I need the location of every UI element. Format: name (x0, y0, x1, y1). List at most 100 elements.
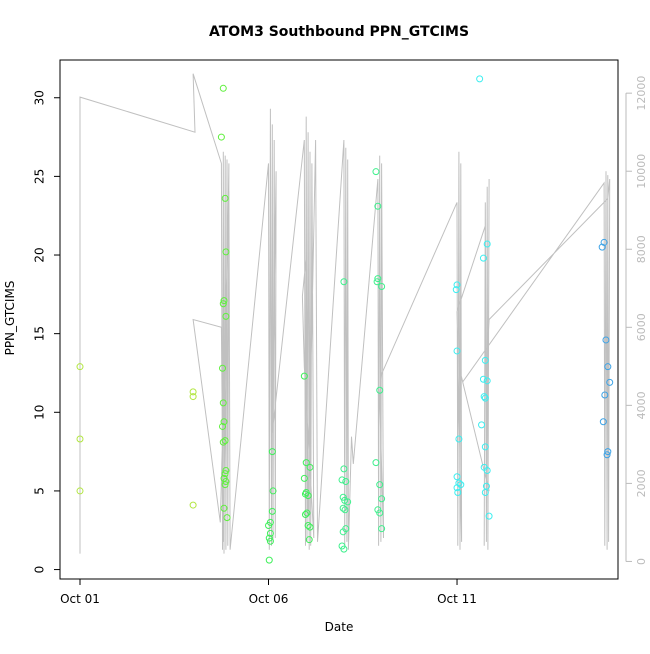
data-point (76, 435, 84, 443)
y2-tick-label: 12000 (635, 76, 648, 111)
data-point (221, 470, 229, 478)
data-point (479, 375, 487, 383)
data-point (305, 536, 313, 544)
data-point (339, 528, 347, 536)
trace-line (79, 73, 611, 554)
data-point (455, 435, 463, 443)
data-point (266, 537, 274, 545)
data-point (604, 448, 612, 456)
data-point (373, 278, 381, 286)
data-point (341, 506, 349, 514)
data-point (223, 514, 231, 522)
data-point (453, 281, 461, 289)
data-point (221, 194, 229, 202)
data-point (338, 476, 346, 484)
data-point (376, 386, 384, 394)
y2-tick-label: 2000 (635, 469, 648, 497)
data-point (599, 418, 607, 426)
data-point (265, 522, 273, 530)
y-tick-label: 0 (33, 566, 47, 574)
data-point (344, 498, 352, 506)
data-point (454, 489, 462, 496)
data-point (303, 509, 311, 517)
data-point (306, 523, 314, 531)
data-point (306, 463, 314, 471)
y-axis-label: PPN_GTCIMS (3, 281, 17, 356)
data-point (302, 459, 310, 467)
y-tick-label: 25 (33, 169, 47, 184)
data-point (304, 522, 312, 530)
data-point (452, 286, 460, 294)
data-point (481, 356, 489, 364)
y-tick-label: 5 (33, 487, 47, 495)
data-point (481, 443, 489, 451)
data-point (455, 479, 463, 487)
data-point (219, 364, 227, 372)
x-tick-label: Oct 01 (60, 592, 100, 606)
data-point (453, 347, 461, 355)
data-point (478, 421, 486, 429)
y2-tick-label: 4000 (635, 391, 648, 419)
data-point (220, 418, 228, 426)
data-point (265, 556, 273, 564)
data-point (221, 481, 229, 489)
data-point (376, 509, 384, 517)
data-point (483, 240, 491, 248)
data-point (340, 545, 348, 553)
data-point (222, 248, 230, 256)
data-point (301, 511, 309, 519)
chart-title: ATOM3 Southbound PPN_GTCIMS (209, 24, 469, 40)
data-point (222, 312, 230, 320)
data-point (453, 484, 461, 492)
data-point (217, 133, 225, 141)
x-axis-label: Date (325, 620, 354, 634)
data-point (485, 512, 493, 520)
data-point (300, 474, 308, 482)
data-point (374, 275, 382, 283)
data-point (340, 465, 348, 473)
plot-area: 0 5 10 15 20 25 30 0 2000 4000 6000 8000 10000 12000 O… (33, 59, 648, 606)
y-tick-label: 20 (33, 247, 47, 262)
data-point (219, 438, 227, 446)
y2-tick-label: 8000 (635, 235, 648, 263)
y2-tick-label: 6000 (635, 313, 648, 341)
data-point (76, 487, 84, 495)
y-tick-label: 30 (33, 90, 47, 105)
data-point (372, 459, 380, 467)
data-point (376, 481, 384, 489)
data-point (266, 529, 274, 537)
data-point (222, 477, 230, 485)
y-tick-label: 15 (33, 326, 47, 341)
data-point (189, 393, 197, 401)
data-point (483, 466, 491, 474)
data-point (481, 489, 489, 496)
data-point (340, 278, 348, 286)
x-tick-label: Oct 06 (249, 592, 289, 606)
data-point (222, 466, 230, 474)
y2-tick-label: 0 (635, 558, 648, 565)
data-point (269, 487, 277, 495)
data-point (601, 391, 609, 399)
data-point (603, 451, 611, 459)
data-point (189, 501, 197, 509)
data-point (268, 507, 276, 515)
data-point (300, 372, 308, 380)
data-point (304, 492, 312, 500)
data-point (265, 534, 273, 542)
data-point (479, 254, 487, 262)
plot-frame (59, 59, 619, 580)
data-point (342, 477, 350, 485)
data-point (339, 504, 347, 512)
y2-tick-label: 10000 (635, 154, 648, 189)
data-point (480, 393, 488, 401)
data-point (606, 378, 614, 386)
data-point (378, 495, 386, 503)
data-point (604, 363, 612, 371)
data-point (453, 473, 461, 481)
data-point (220, 504, 228, 512)
data-point (374, 202, 382, 210)
x-tick-label: Oct 11 (437, 592, 477, 606)
